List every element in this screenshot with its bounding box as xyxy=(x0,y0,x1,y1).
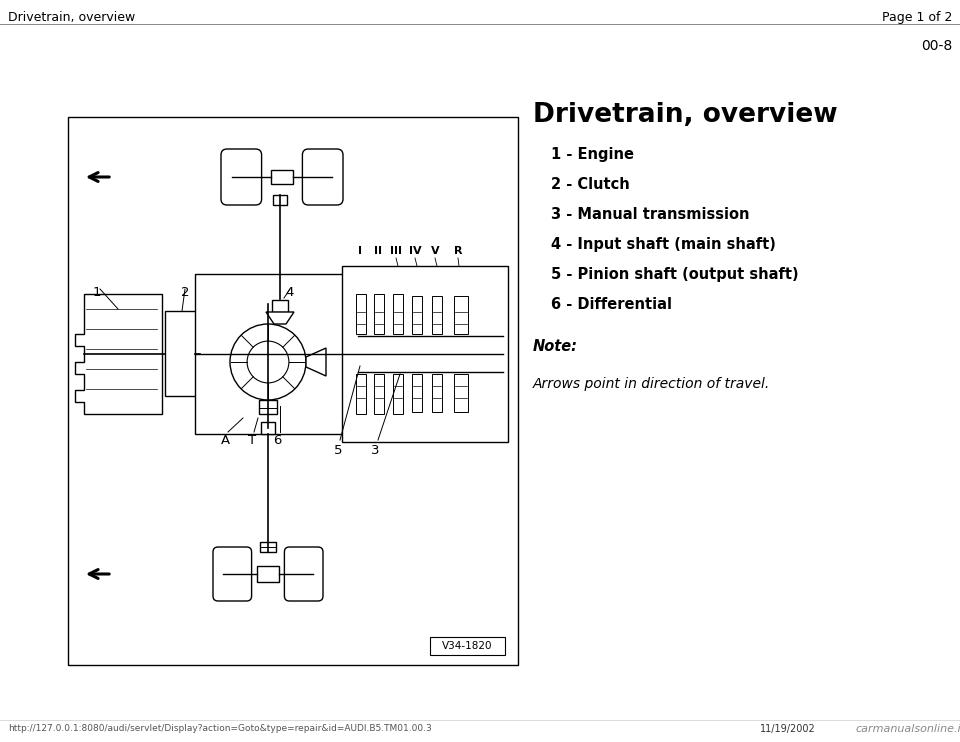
Text: 2 - Clutch: 2 - Clutch xyxy=(551,177,630,192)
Text: III: III xyxy=(390,246,402,256)
Bar xyxy=(412,296,422,334)
Bar xyxy=(430,637,505,655)
Text: 5 - Pinion shaft (output shaft): 5 - Pinion shaft (output shaft) xyxy=(551,267,799,282)
Bar xyxy=(273,195,287,205)
Text: 2: 2 xyxy=(180,286,189,299)
Bar xyxy=(412,374,422,412)
Text: 4 - Input shaft (main shaft): 4 - Input shaft (main shaft) xyxy=(551,237,776,252)
Text: A: A xyxy=(221,434,229,447)
Bar xyxy=(272,300,288,312)
Text: 11/19/2002: 11/19/2002 xyxy=(760,724,816,734)
Bar xyxy=(374,374,384,414)
Text: R: R xyxy=(454,246,463,256)
Text: Arrows point in direction of travel.: Arrows point in direction of travel. xyxy=(533,377,770,391)
Text: II: II xyxy=(374,246,382,256)
Text: V34-1820: V34-1820 xyxy=(443,641,492,651)
Bar xyxy=(356,374,366,414)
Text: 5: 5 xyxy=(334,444,343,457)
Polygon shape xyxy=(306,348,326,376)
Bar xyxy=(260,542,276,552)
Text: Drivetrain, overview: Drivetrain, overview xyxy=(533,102,838,128)
Circle shape xyxy=(247,341,289,383)
Text: Drivetrain, overview: Drivetrain, overview xyxy=(8,11,135,24)
Text: 3 - Manual transmission: 3 - Manual transmission xyxy=(551,207,750,222)
Text: I: I xyxy=(358,246,362,256)
Circle shape xyxy=(230,324,306,400)
Bar xyxy=(261,422,275,434)
Text: Page 1 of 2: Page 1 of 2 xyxy=(881,11,952,24)
Polygon shape xyxy=(75,294,162,414)
Bar xyxy=(68,117,518,665)
Text: http://127.0.0.1:8080/audi/servlet/Display?action=Goto&type=repair&id=AUDI.B5.TM: http://127.0.0.1:8080/audi/servlet/Displ… xyxy=(8,724,432,733)
FancyBboxPatch shape xyxy=(302,149,343,205)
FancyBboxPatch shape xyxy=(284,547,323,601)
Text: 1: 1 xyxy=(93,286,102,299)
Text: 00-8: 00-8 xyxy=(921,39,952,53)
Text: IV: IV xyxy=(409,246,421,256)
Text: 1 - Engine: 1 - Engine xyxy=(551,147,634,162)
Text: 6 - Differential: 6 - Differential xyxy=(551,297,672,312)
Text: T: T xyxy=(248,434,256,447)
Bar xyxy=(432,374,442,412)
Bar xyxy=(454,374,468,412)
Text: V: V xyxy=(431,246,440,256)
Text: 3: 3 xyxy=(371,444,379,457)
Bar xyxy=(356,294,366,334)
Text: carmanualsonline.info: carmanualsonline.info xyxy=(855,724,960,734)
Polygon shape xyxy=(266,312,294,324)
Bar xyxy=(393,374,403,414)
FancyBboxPatch shape xyxy=(221,149,261,205)
Bar xyxy=(374,294,384,334)
Bar xyxy=(195,274,358,434)
Text: 4: 4 xyxy=(286,286,294,299)
Bar xyxy=(165,311,200,396)
FancyBboxPatch shape xyxy=(213,547,252,601)
Bar xyxy=(393,294,403,334)
Bar xyxy=(454,296,468,334)
Text: Note:: Note: xyxy=(533,339,578,354)
Bar xyxy=(271,170,293,184)
Bar xyxy=(342,266,508,442)
Bar xyxy=(259,400,277,414)
Text: 6: 6 xyxy=(273,434,281,447)
Bar xyxy=(432,296,442,334)
Bar xyxy=(257,566,279,582)
